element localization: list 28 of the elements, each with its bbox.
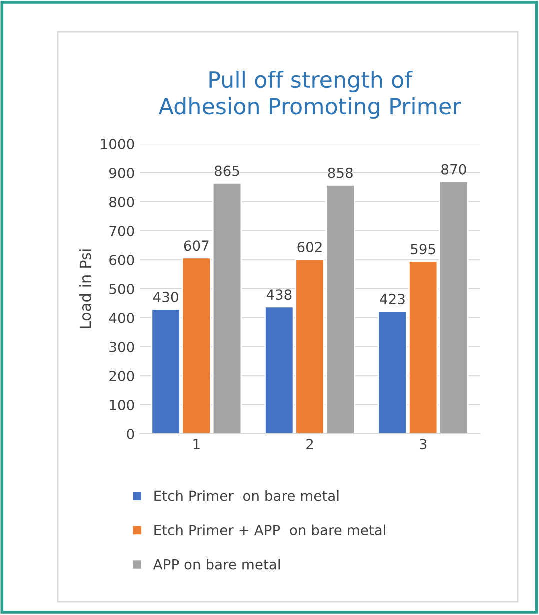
data-label: 865	[214, 166, 240, 176]
y-tick-label: 600	[110, 254, 134, 266]
y-axis-title: Load in Psi	[79, 250, 92, 328]
y-tick-label: 900	[110, 168, 134, 178]
y-tick-label: 100	[110, 400, 134, 410]
y-tick-label: 200	[110, 370, 134, 382]
data-label: 423	[380, 294, 405, 304]
data-label: 602	[298, 242, 322, 253]
y-tick-label: 300	[110, 342, 134, 352]
legend-label: Etch Primer on bare metal	[154, 490, 339, 502]
x-tick-label: 2	[306, 439, 314, 450]
legend-label: Etch Primer + APP on bare metal	[154, 524, 386, 536]
data-label: 607	[184, 240, 209, 252]
x-tick-label: 1	[194, 439, 200, 450]
y-tick-label: 700	[110, 226, 134, 236]
y-tick-label: 0	[127, 428, 134, 440]
y-tick-label: 1000	[101, 138, 134, 150]
data-label: 870	[442, 164, 466, 175]
data-label: 430	[153, 292, 178, 302]
chart-title: Pull off strength of Adhesion Promoting Primer	[158, 70, 462, 120]
x-tick-label: 3	[420, 439, 427, 450]
legend-label: APP on bare metal	[153, 559, 280, 570]
data-label: 595	[411, 244, 436, 255]
data-label: 858	[328, 168, 353, 178]
y-tick-label: 400	[109, 312, 134, 324]
y-tick-label: 500	[110, 284, 134, 294]
data-label: 438	[266, 290, 292, 300]
y-tick-label: 800	[110, 196, 134, 208]
